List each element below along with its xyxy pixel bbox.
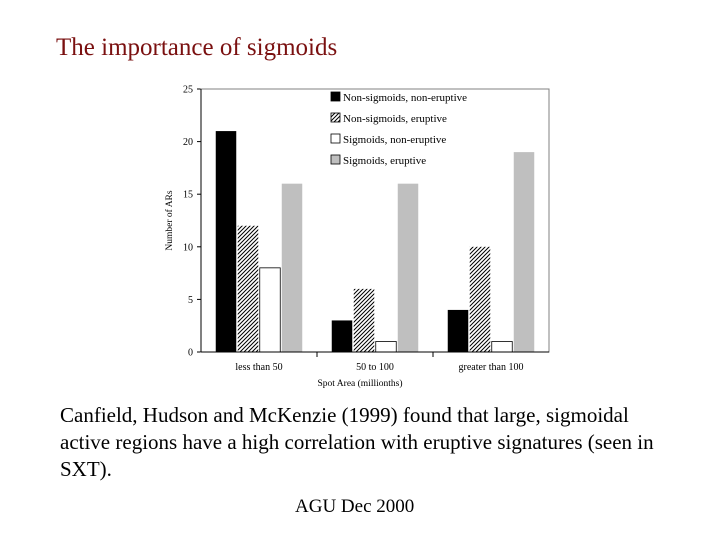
legend-label: Non-sigmoids, non-eruptive	[343, 92, 467, 104]
y-tick-label: 0	[188, 348, 193, 359]
x-category-label: 50 to 100	[356, 362, 394, 373]
footer-text: AGU Dec 2000	[295, 496, 415, 517]
bar	[281, 183, 303, 352]
bar	[215, 131, 237, 352]
bar	[469, 246, 491, 352]
x-category-label: greater than 100	[459, 362, 524, 373]
bar	[447, 309, 469, 352]
legend-swatch	[330, 112, 341, 123]
y-tick-label: 20	[183, 137, 193, 148]
bar	[513, 152, 535, 352]
bar	[397, 183, 419, 352]
y-tick-label: 10	[183, 242, 193, 253]
bar-series	[215, 131, 535, 353]
y-tick-label: 25	[183, 85, 193, 96]
slide-title: The importance of sigmoids	[56, 34, 338, 61]
legend-label: Sigmoids, eruptive	[343, 155, 426, 167]
bar	[259, 267, 281, 353]
chart-svg: 0 5 10 15 20 25 less than 50 50 to 100 greater …	[164, 85, 550, 389]
legend-swatch	[330, 154, 341, 165]
bar	[331, 320, 353, 352]
legend-swatch	[330, 133, 341, 144]
legend-label: Sigmoids, non-eruptive	[343, 134, 446, 146]
bar	[353, 288, 375, 352]
bar-chart: 0 5 10 15 20 25 less than 50 50 to 100 greater …	[160, 80, 560, 395]
y-tick-label: 15	[183, 190, 193, 201]
legend: Non-sigmoids, non-eruptive Non-sigmoids, …	[330, 91, 467, 167]
axes	[200, 88, 550, 353]
y-axis-ticks: 0 5 10 15 20 25	[183, 85, 201, 359]
legend-label: Non-sigmoids, eruptive	[343, 113, 447, 125]
y-tick-label: 5	[188, 295, 193, 306]
y-axis-title: Number of ARs	[164, 190, 175, 250]
bar	[237, 225, 259, 352]
x-axis-title: Spot Area (millionths)	[318, 378, 403, 389]
x-category-label: less than 50	[235, 362, 282, 373]
legend-swatch	[330, 91, 341, 102]
bar	[491, 341, 513, 353]
x-axis-categories: less than 50 50 to 100 greater than 100	[235, 352, 523, 373]
bar	[375, 341, 397, 353]
caption-text: Canfield, Hudson and McKenzie (1999) fou…	[60, 403, 654, 481]
